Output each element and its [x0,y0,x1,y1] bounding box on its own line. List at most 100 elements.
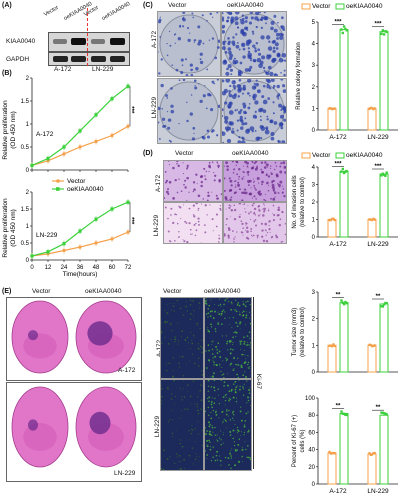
data-point [110,207,114,211]
colony-dot [262,66,266,70]
colony-dot [183,468,185,470]
y-axis-label: Percent of Ki-67 (+) [292,415,298,467]
y-tick-label: 1 [312,106,316,112]
colony-dot [229,364,231,366]
colony-dot [243,336,245,339]
colony-dot [253,86,257,89]
colony-dot [208,400,210,403]
data-point [340,170,343,173]
colony-dot [244,420,247,422]
colony-dot [249,12,254,15]
colony-dot [199,52,203,56]
colony-dot [281,191,284,194]
colony-dot [244,111,248,115]
data-point [382,303,386,306]
colony-dot [276,37,279,40]
colony-dot [181,409,183,412]
colony-dot [176,222,179,225]
legend-label: oeKIAA0040 [346,152,383,159]
colony-dot [235,335,237,338]
colony-dot [208,170,210,173]
colony-dot [283,118,286,122]
colony-dot [250,322,251,325]
colony-dot [210,386,213,388]
row-label: LN-229 [153,214,161,237]
colony-dot [172,435,174,437]
colony-dot [193,188,196,191]
data-point [373,451,376,455]
colony-dot [163,449,165,451]
colony-dot [252,44,256,48]
colony-dot [191,447,194,449]
colony-dot [256,177,260,180]
colony-dot [249,94,251,97]
colony-dot [186,26,190,30]
colony-dot [170,109,175,114]
colony-dot [272,204,275,207]
colony-dot [188,454,191,457]
colony-dot [253,82,256,85]
colony-dot [190,94,193,96]
colony-dot [195,222,197,225]
data-point [46,156,50,161]
legend-label: Vector [67,178,86,185]
colony-dot [173,380,174,382]
colony-dot [201,339,203,341]
colony-dot [213,171,215,174]
colony-dot [185,409,187,411]
colony-dot [284,171,286,174]
colony-dot [217,311,219,313]
colony-dot [241,222,244,226]
colony-dot [193,362,196,365]
colony-dot [209,423,211,426]
colony-dot [183,396,186,398]
colony-dot [224,399,227,402]
colony-dot [252,97,256,101]
colony-dot [229,317,231,319]
colony-dot [242,314,245,316]
colony-dot [166,42,168,45]
colony-dot [211,310,213,312]
colony-dot [179,206,182,209]
colony-dot [225,427,227,429]
colony-dot [265,22,267,25]
colony-dot [227,373,229,375]
colony-dot [256,237,259,239]
colony-dot [250,397,251,399]
colony-dot [216,450,218,453]
colony-dot [226,410,228,412]
colony-dot [225,208,227,210]
texture [158,12,220,76]
colony-dot [207,390,210,392]
colony-dot [209,441,211,444]
colony-dot [214,426,216,429]
colony-dot [204,178,207,181]
colony-dot [234,180,236,183]
colony-dot [194,234,197,237]
colony-dot [272,112,275,115]
colony-dot [255,224,258,227]
colony-dot [221,323,223,325]
colony-dot [187,384,189,387]
colony-dot [227,234,230,238]
colony-dot [202,198,205,200]
colony-dot [220,312,223,315]
colony-dot [196,406,198,408]
colony-dot [245,222,248,225]
colony-dot [266,118,269,121]
colony-dot [269,231,271,233]
colony-dot [258,63,263,69]
colony-dot [219,365,221,367]
colony-dot [243,188,247,191]
colony-dot [219,179,221,181]
colony-dot [164,206,167,209]
y-tick-label: 4 [312,165,316,171]
colony-dot [227,236,230,239]
colony-dot [228,399,230,402]
colony-dot [215,410,217,413]
colony-dot [219,356,222,359]
colony-dot [222,91,227,96]
colony-dot [192,16,195,19]
colony-dot [208,430,211,433]
colony-dot [231,417,234,419]
